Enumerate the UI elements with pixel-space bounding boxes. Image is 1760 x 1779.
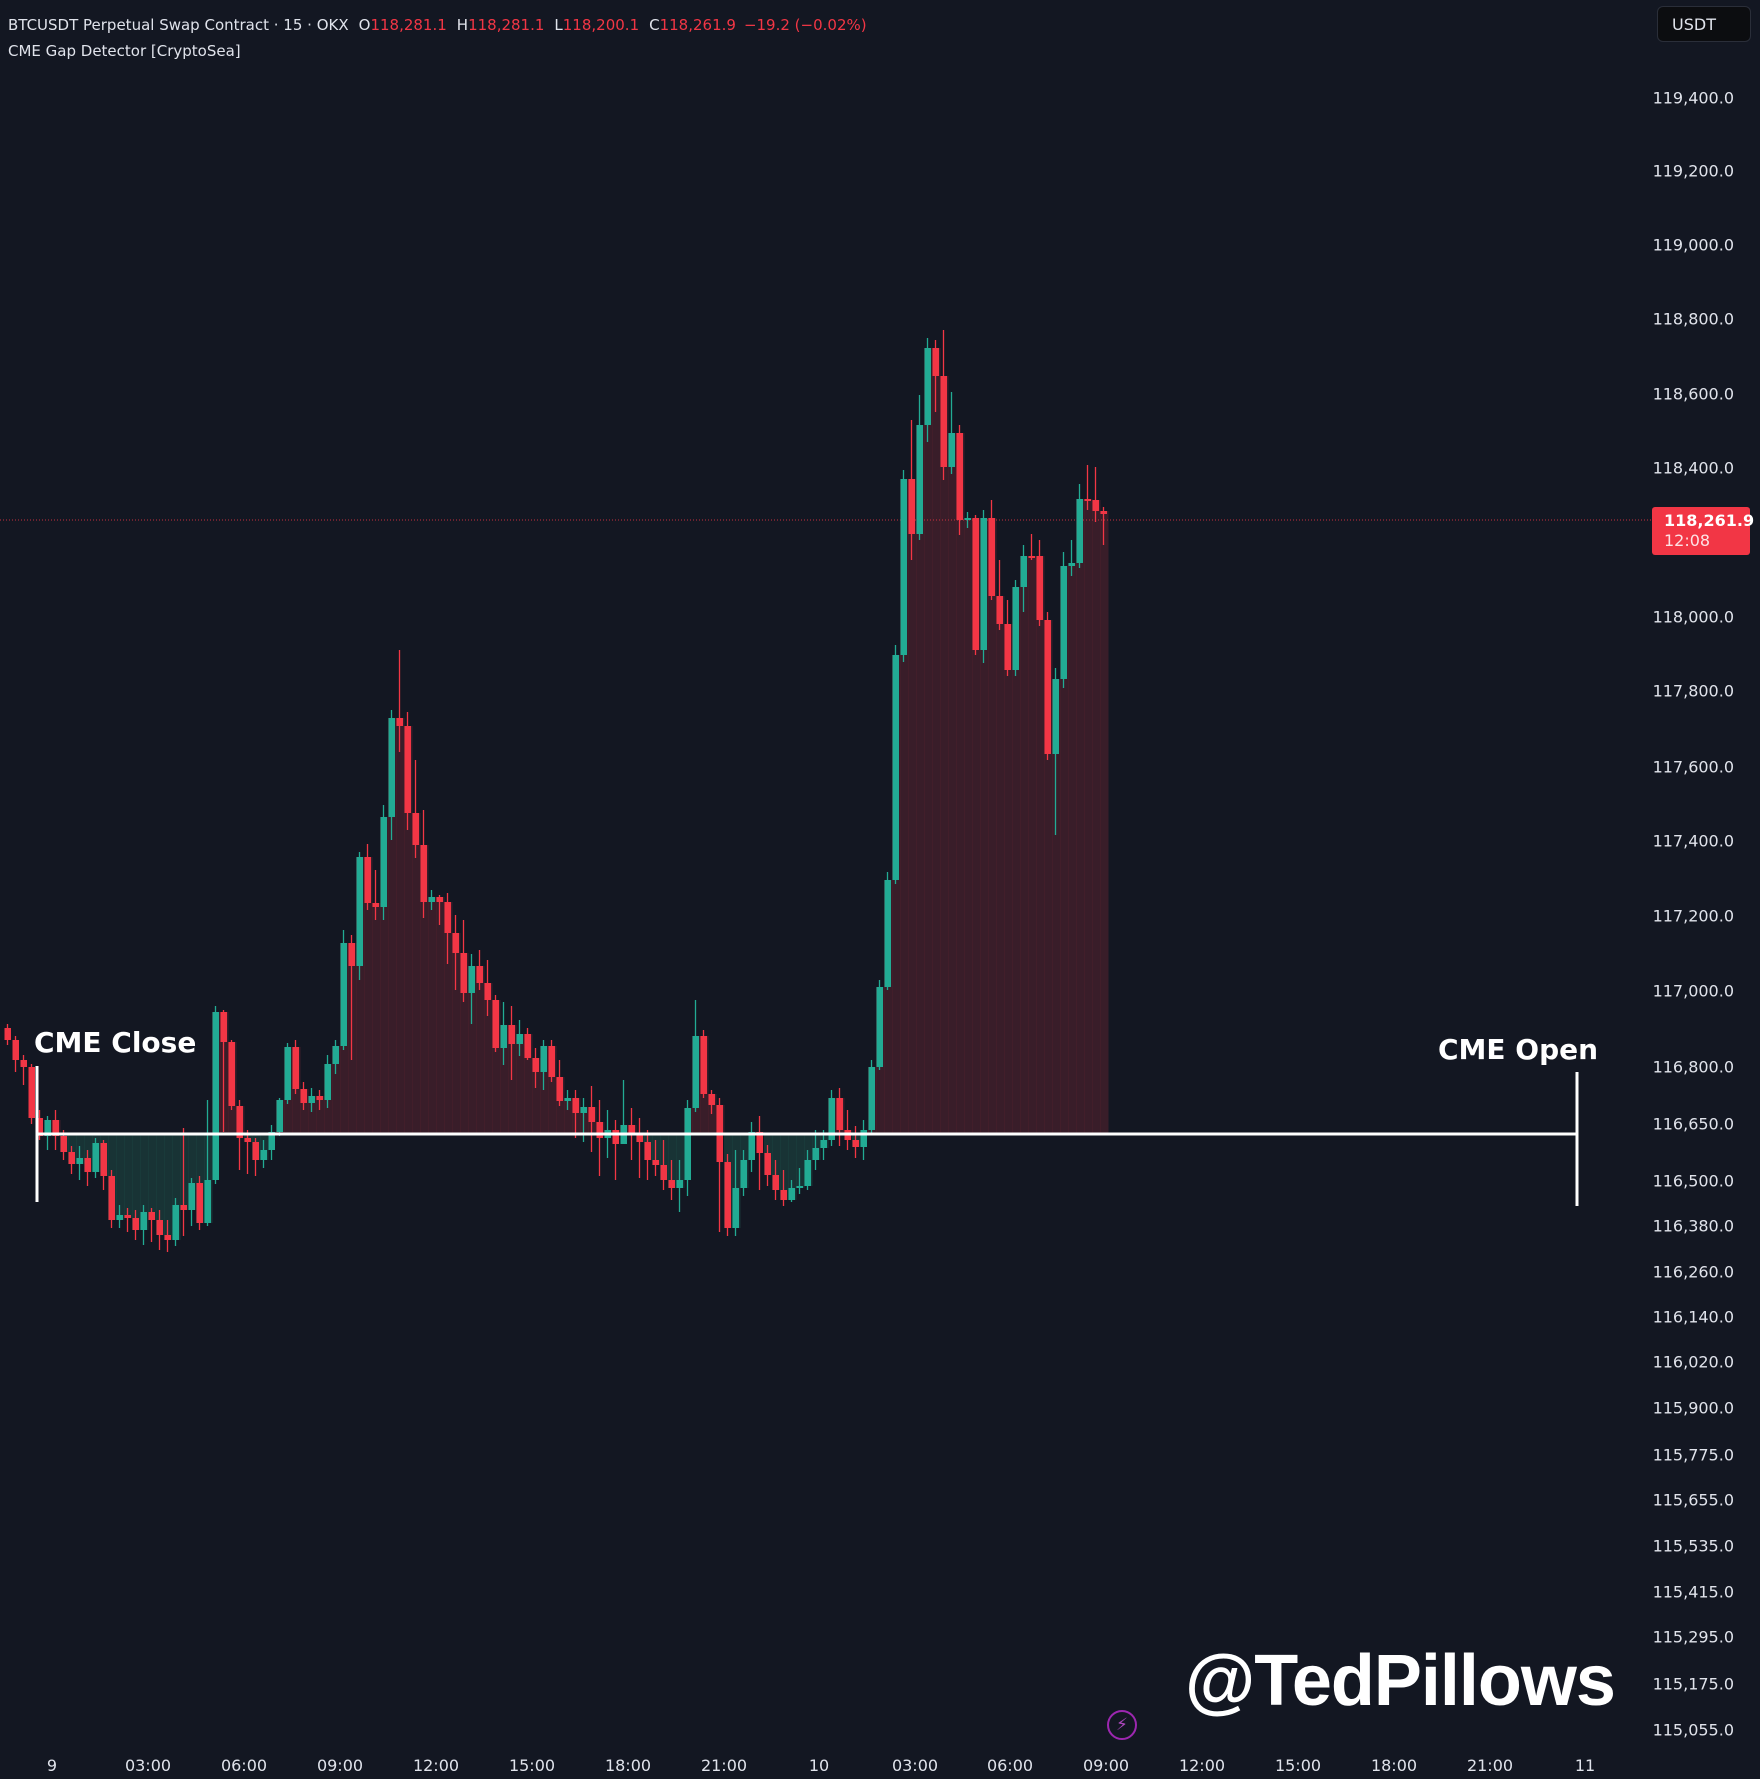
- lightning-icon[interactable]: ⚡: [1107, 1710, 1137, 1740]
- time-tick: 06:00: [986, 1756, 1034, 1775]
- symbol-title[interactable]: BTCUSDT Perpetual Swap Contract · 15 · O…: [8, 16, 349, 34]
- price-tick: 119,200.0: [1652, 161, 1734, 181]
- time-tick: 21:00: [700, 1756, 748, 1775]
- price-tick: 115,175.0: [1652, 1674, 1734, 1694]
- currency-selector[interactable]: USDT: [1657, 6, 1751, 42]
- price-tick: 116,800.0: [1652, 1057, 1734, 1077]
- price-tick: 119,400.0: [1652, 88, 1734, 108]
- price-tick: 116,650.0: [1652, 1114, 1734, 1134]
- price-tick: 116,140.0: [1652, 1307, 1734, 1327]
- time-tick: 09:00: [1082, 1756, 1130, 1775]
- price-tick: 117,200.0: [1652, 906, 1734, 926]
- time-tick: 12:00: [1178, 1756, 1226, 1775]
- price-tick: 118,600.0: [1652, 384, 1734, 404]
- price-tick: 115,535.0: [1652, 1536, 1734, 1556]
- cme-open-label: CME Open: [1438, 1033, 1599, 1066]
- price-tick: 119,000.0: [1652, 235, 1734, 255]
- price-tick: 115,415.0: [1652, 1582, 1734, 1602]
- price-tick: 116,500.0: [1652, 1171, 1734, 1191]
- time-tick: 09:00: [316, 1756, 364, 1775]
- change-value: −19.2 (−0.02%): [743, 16, 867, 34]
- price-tick: 115,295.0: [1652, 1627, 1734, 1647]
- price-tick: 116,260.0: [1652, 1262, 1734, 1282]
- chart-legend: BTCUSDT Perpetual Swap Contract · 15 · O…: [8, 12, 867, 64]
- price-tick: 116,380.0: [1652, 1216, 1734, 1236]
- price-tick: 118,400.0: [1652, 458, 1734, 478]
- last-price-tag: 118,261.9 12:08: [1652, 507, 1755, 555]
- close-value: 118,261.9: [659, 16, 736, 34]
- time-tick: 18:00: [604, 1756, 652, 1775]
- time-tick: 10: [808, 1756, 830, 1775]
- last-price: 118,261.9: [1664, 511, 1755, 530]
- price-tick: 115,655.0: [1652, 1490, 1734, 1510]
- open-value: 118,281.1: [370, 16, 447, 34]
- watermark: @TedPillows: [1185, 1641, 1616, 1721]
- time-tick: 03:00: [124, 1756, 172, 1775]
- low-value: 118,200.1: [562, 16, 640, 34]
- price-tick: 115,900.0: [1652, 1398, 1734, 1418]
- price-tick: 117,400.0: [1652, 831, 1734, 851]
- time-tick: 03:00: [891, 1756, 939, 1775]
- high-value: 118,281.1: [468, 16, 545, 34]
- price-tick: 115,775.0: [1652, 1445, 1734, 1465]
- price-tick: 118,000.0: [1652, 607, 1734, 627]
- time-tick: 9: [46, 1756, 58, 1775]
- time-tick: 21:00: [1466, 1756, 1514, 1775]
- cme-gap-marker: [35, 1066, 1579, 1206]
- price-tick: 117,800.0: [1652, 681, 1734, 701]
- price-tick: 117,600.0: [1652, 757, 1734, 777]
- symbol-row: BTCUSDT Perpetual Swap Contract · 15 · O…: [8, 16, 867, 34]
- cme-close-label: CME Close: [34, 1026, 197, 1059]
- price-tick: 118,800.0: [1652, 309, 1734, 329]
- time-tick: 15:00: [508, 1756, 556, 1775]
- time-tick: 06:00: [220, 1756, 268, 1775]
- price-tick: 116,020.0: [1652, 1352, 1734, 1372]
- bar-countdown: 12:08: [1664, 531, 1711, 550]
- price-tick: 115,055.0: [1652, 1720, 1734, 1740]
- price-tick: 117,000.0: [1652, 981, 1734, 1001]
- time-tick: 11: [1574, 1756, 1596, 1775]
- time-tick: 18:00: [1370, 1756, 1418, 1775]
- indicator-row[interactable]: CME Gap Detector [CryptoSea]: [8, 42, 241, 60]
- time-tick: 15:00: [1274, 1756, 1322, 1775]
- time-tick: 12:00: [412, 1756, 460, 1775]
